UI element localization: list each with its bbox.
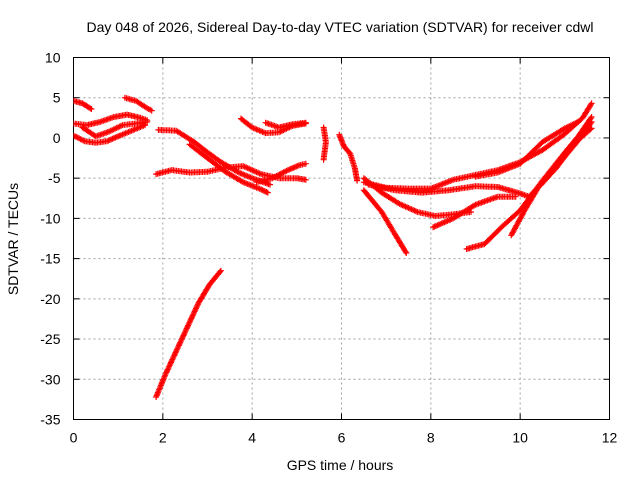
y-tick-label: -5: [48, 170, 61, 186]
data-points-track-19: [430, 193, 519, 231]
data-points-track-4: [79, 118, 151, 140]
data-series-track-14: [336, 131, 361, 184]
data-points-track-22: [472, 118, 582, 180]
x-tick-label: 0: [70, 430, 78, 446]
data-series-track-22: [472, 118, 582, 180]
x-tick-label: 12: [602, 430, 618, 446]
x-tick-labels: 0 2 4 6 8 10 12: [70, 430, 618, 446]
y-tick-label: -10: [40, 210, 60, 226]
data-points-track-6: [153, 267, 224, 400]
data-points-track-12: [253, 160, 309, 186]
data-series-track-21: [508, 125, 595, 239]
data-points-track-9: [186, 141, 271, 196]
data-series-track-3: [73, 122, 148, 146]
data-series-track-11: [262, 119, 309, 131]
data-series-track-4: [79, 118, 151, 140]
y-tick-label: -15: [40, 251, 60, 267]
y-tick-label: 0: [53, 130, 61, 146]
data-series-track-9: [186, 141, 271, 196]
y-tick-label: -25: [40, 331, 60, 347]
x-tick-label: 2: [159, 430, 167, 446]
data-series-track-6: [153, 267, 224, 400]
data-series-track-5: [121, 94, 155, 114]
y-tick-label: 5: [53, 90, 61, 106]
x-tick-label: 10: [512, 430, 528, 446]
data-points-track-11: [262, 119, 309, 131]
x-tick-label: 6: [338, 430, 346, 446]
y-axis-label: SDTVAR / TECUs: [5, 183, 21, 295]
data-series-track-13: [320, 124, 329, 163]
x-tick-label: 4: [248, 430, 256, 446]
data-series-track-12: [253, 160, 309, 186]
data-points-track-13: [320, 124, 329, 163]
data-points-track-16: [360, 187, 410, 256]
data-points-track-5: [121, 94, 155, 114]
y-tick-label: -35: [40, 412, 60, 428]
data-points-track-3: [73, 122, 148, 146]
data-points-track-21: [508, 125, 595, 239]
y-tick-label: -30: [40, 371, 60, 387]
x-axis-label: GPS time / hours: [287, 457, 394, 473]
y-tick-label: 10: [45, 50, 61, 66]
x-tick-label: 8: [427, 430, 435, 446]
data-points-track-1: [73, 97, 95, 112]
data-series-track-19: [430, 193, 519, 231]
data-series-track-1: [73, 97, 95, 112]
data-points-track-14: [336, 131, 361, 184]
y-tick-label: -20: [40, 291, 60, 307]
data-series-track-16: [360, 187, 410, 256]
chart-title: Day 048 of 2026, Sidereal Day-to-day VTE…: [86, 19, 593, 35]
data-points: [73, 94, 595, 400]
y-tick-labels: -35 -30 -25 -20 -15 -10 -5 0 5 10: [40, 50, 60, 428]
